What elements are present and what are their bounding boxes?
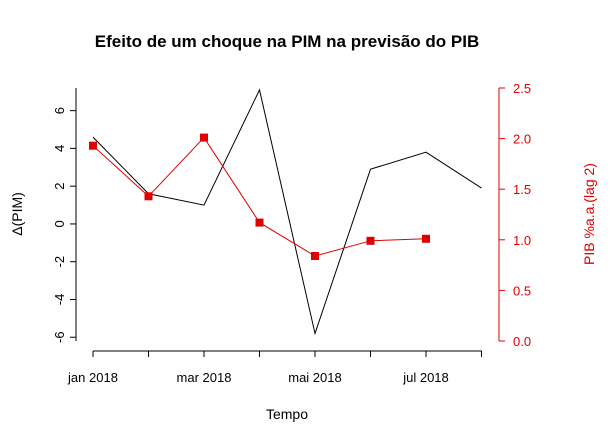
pim-series-line — [92, 88, 482, 336]
right-tick-label: 2.0 — [513, 132, 531, 147]
right-tick-label: 0.5 — [513, 283, 531, 298]
left-tick-label: -6 — [52, 331, 67, 343]
left-tick-label: 4 — [52, 145, 67, 152]
pib-point — [366, 236, 375, 245]
right-axis-label: PIB %a.a.(lag 2) — [581, 163, 597, 265]
pib-point — [255, 218, 264, 227]
chart-title: Efeito de um choque na PIM na previsão d… — [95, 32, 479, 51]
right-tick-label: 1.0 — [513, 233, 531, 248]
left-axis-label: Δ(PIM) — [9, 192, 25, 236]
x-tick-label: jan 2018 — [67, 370, 118, 385]
pib-point — [311, 251, 319, 260]
left-tick-label: -4 — [52, 294, 67, 306]
x-tick-label: jul 2018 — [402, 370, 449, 385]
right-axis-ticks: 0.0 0.5 1.0 1.5 2.0 2.5 — [499, 81, 531, 349]
x-axis-ticks: jan 2018 mar 2018 mai 2018 jul 2018 — [67, 351, 482, 385]
pib-point — [144, 192, 153, 201]
series-layer — [89, 88, 482, 336]
right-tick-label: 2.5 — [513, 81, 531, 96]
right-tick-label: 1.5 — [513, 182, 531, 197]
pib-point — [422, 234, 430, 243]
left-tick-label: 0 — [52, 220, 67, 227]
x-tick-label: mar 2018 — [177, 370, 232, 385]
x-axis-label: Tempo — [266, 406, 308, 422]
x-tick-label: mai 2018 — [288, 370, 341, 385]
pib-point — [89, 141, 97, 150]
left-tick-label: 6 — [52, 107, 67, 114]
pib-point — [200, 133, 208, 142]
left-tick-label: -2 — [52, 256, 67, 268]
left-tick-label: 2 — [52, 183, 67, 190]
left-axis-ticks: -6 -4 -2 0 2 4 6 — [52, 107, 76, 343]
right-tick-label: 0.0 — [513, 334, 531, 349]
pib-series-line — [92, 136, 427, 257]
